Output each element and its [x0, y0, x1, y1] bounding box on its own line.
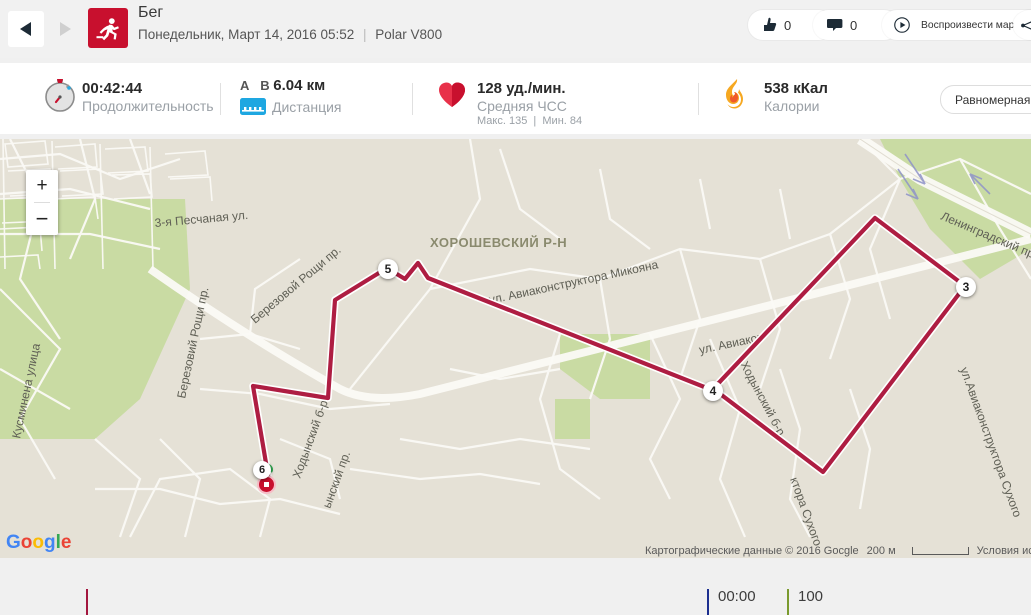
svg-text:ХОРОШЕВСКИЙ Р-Н: ХОРОШЕВСКИЙ Р-Н: [430, 235, 567, 250]
